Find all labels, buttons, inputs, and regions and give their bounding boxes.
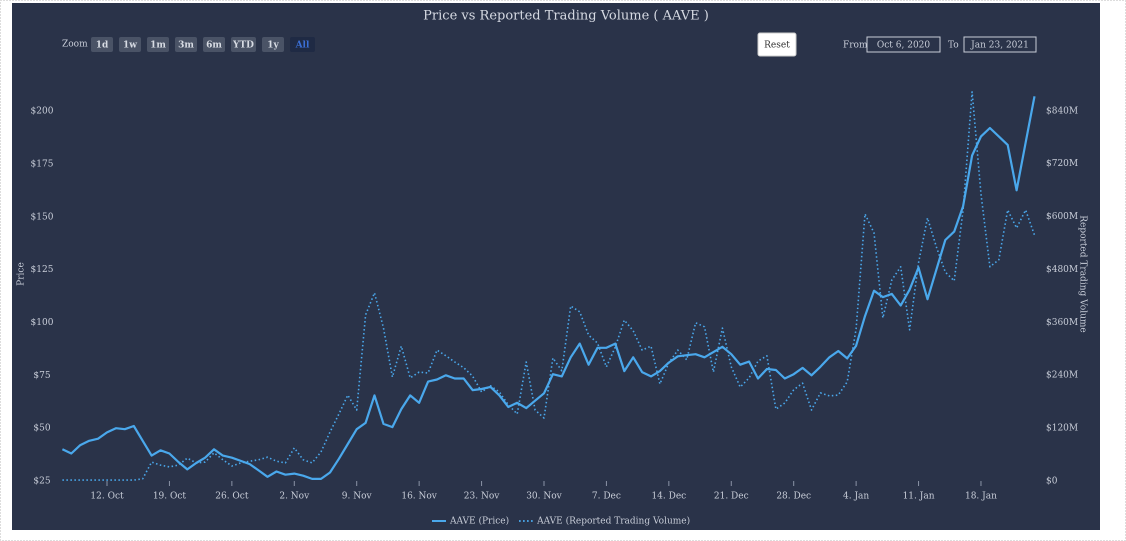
zoom-button-label: 1w xyxy=(123,41,137,51)
zoom-button-bg xyxy=(175,37,197,52)
zoom-button-bg xyxy=(203,37,225,52)
y2-tick-label: $720M xyxy=(1046,159,1078,169)
from-input[interactable]: Oct 6, 2020 xyxy=(866,36,941,53)
zoom-button-label: All xyxy=(295,41,310,51)
series-line xyxy=(62,91,1036,481)
y-tick-label: $75 xyxy=(33,371,50,381)
zoom-button[interactable]: 3m xyxy=(175,37,197,52)
reset-label: Reset xyxy=(764,41,790,51)
zoom-button[interactable]: 1d xyxy=(91,37,113,52)
reset-bg xyxy=(757,32,797,57)
series-line xyxy=(61,96,1036,480)
zoom-button-label: 1d xyxy=(96,41,109,51)
x-tick-label: 4. Jan xyxy=(843,492,869,502)
to-label: To xyxy=(948,41,959,51)
y-tick-label: $125 xyxy=(31,265,54,275)
legend-item[interactable]: AAVE (Price) xyxy=(432,516,509,527)
y2-tick-label: $360M xyxy=(1046,318,1078,328)
to-input[interactable]: Jan 23, 2021 xyxy=(963,36,1037,53)
legend-label: AAVE (Price) xyxy=(449,516,509,527)
x-tick-label: 21. Dec xyxy=(714,492,749,502)
x-tick-label: 19. Oct xyxy=(153,492,187,502)
y-tick-label: $25 xyxy=(33,477,50,487)
zoom-button-bg xyxy=(262,37,284,52)
y2-axis-title: Reported Trading Volume xyxy=(1078,215,1088,333)
x-tick-label: 30. Nov xyxy=(526,492,562,502)
zoom-button-label: 1y xyxy=(267,41,279,51)
x-tick-label: 16. Nov xyxy=(401,492,437,502)
x-tick-label: 23. Nov xyxy=(464,492,500,502)
y2-tick-label: $480M xyxy=(1046,265,1078,275)
to-value: Jan 23, 2021 xyxy=(970,41,1029,51)
x-tick-label: 9. Nov xyxy=(342,492,373,502)
zoom-button[interactable]: 6m xyxy=(203,37,225,52)
x-tick-label: 11. Jan xyxy=(903,492,935,502)
zoom-button[interactable]: 1m xyxy=(147,37,169,52)
from-label: From xyxy=(843,41,868,51)
legend-label: AAVE (Reported Trading Volume) xyxy=(536,516,690,527)
x-tick-label: 2. Nov xyxy=(279,492,310,502)
zoom-button[interactable]: YTD xyxy=(231,37,256,52)
zoom-button[interactable]: All xyxy=(290,37,315,52)
chart-title: Price vs Reported Trading Volume ( AAVE … xyxy=(423,9,709,24)
zoom-button-bg xyxy=(231,37,256,52)
zoom-button-bg xyxy=(147,37,169,52)
x-tick-label: 7. Dec xyxy=(592,492,621,502)
y-axis-title: Price xyxy=(17,262,27,286)
reset-button[interactable]: Reset xyxy=(757,32,797,57)
y2-tick-label: $600M xyxy=(1046,212,1078,222)
zoom-button-bg xyxy=(290,37,315,52)
zoom-button-bg xyxy=(91,37,113,52)
x-tick-label: 12. Oct xyxy=(90,492,124,502)
y2-tick-label: $120M xyxy=(1046,424,1078,434)
from-value: Oct 6, 2020 xyxy=(877,41,931,51)
x-tick-label: 28. Dec xyxy=(776,492,811,502)
from-box xyxy=(866,36,941,53)
y2-tick-label: $0 xyxy=(1046,477,1058,487)
y-tick-label: $100 xyxy=(31,318,54,328)
zoom-button[interactable]: 1w xyxy=(119,37,141,52)
y2-tick-label: $840M xyxy=(1046,106,1078,116)
zoom-button-label: 3m xyxy=(178,41,194,51)
y2-tick-label: $240M xyxy=(1046,371,1078,381)
zoom-button-label: YTD xyxy=(232,41,254,51)
y-tick-label: $175 xyxy=(31,159,54,169)
zoom-button-label: 1m xyxy=(150,41,166,51)
x-tick-label: 14. Dec xyxy=(651,492,686,502)
zoom-button-label: 6m xyxy=(206,41,222,51)
zoom-button-bg xyxy=(119,37,141,52)
y-tick-label: $150 xyxy=(31,212,54,222)
zoom-button[interactable]: 1y xyxy=(262,37,284,52)
x-tick-label: 26. Oct xyxy=(215,492,249,502)
to-box xyxy=(963,36,1037,53)
legend-item[interactable]: AAVE (Reported Trading Volume) xyxy=(519,516,690,527)
zoom-label: Zoom xyxy=(62,40,88,50)
x-tick-label: 18. Jan xyxy=(965,492,997,502)
y-tick-label: $200 xyxy=(31,107,54,117)
y-tick-label: $50 xyxy=(33,424,50,434)
